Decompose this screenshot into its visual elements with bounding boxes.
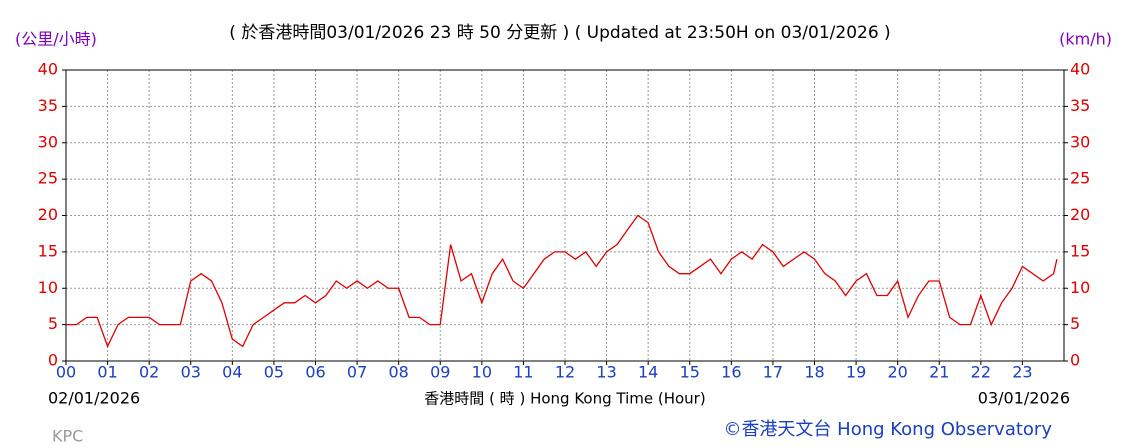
x-tick-label: 14 bbox=[638, 363, 658, 382]
x-tick-label: 12 bbox=[555, 363, 575, 382]
x-tick-label: 21 bbox=[929, 363, 949, 382]
x-tick-label: 06 bbox=[305, 363, 325, 382]
credit: ©香港天文台 Hong Kong Observatory bbox=[723, 419, 1052, 440]
wind-line bbox=[66, 214, 1058, 349]
y-tick-label: 0 bbox=[48, 351, 58, 370]
y-unit-left: (公里/小時) bbox=[15, 30, 97, 49]
y-tick-label-right: 5 bbox=[1070, 314, 1080, 333]
y-tick-label: 20 bbox=[38, 205, 58, 224]
x-tick-label: 07 bbox=[347, 363, 367, 382]
x-tick-label: 17 bbox=[763, 363, 783, 382]
x-tick-label: 09 bbox=[430, 363, 450, 382]
y-tick-label-right: 15 bbox=[1070, 241, 1090, 260]
end-date: 03/01/2026 bbox=[978, 389, 1070, 408]
y-tick-label-right: 30 bbox=[1070, 132, 1090, 151]
y-tick-label-right: 35 bbox=[1070, 96, 1090, 115]
y-tick-label-right: 20 bbox=[1070, 205, 1090, 224]
x-axis-label: 香港時間 ( 時 ) Hong Kong Time (Hour) bbox=[424, 390, 705, 408]
x-tick-label: 19 bbox=[846, 363, 866, 382]
x-tick-label: 23 bbox=[1012, 363, 1032, 382]
y-tick-label: 40 bbox=[38, 60, 58, 79]
x-tick-label: 00 bbox=[56, 363, 76, 382]
y-tick-label-right: 10 bbox=[1070, 278, 1090, 297]
y-tick-label-right: 25 bbox=[1070, 169, 1090, 188]
y-tick-label: 25 bbox=[38, 169, 58, 188]
x-tick-label: 10 bbox=[472, 363, 492, 382]
x-tick-label: 18 bbox=[804, 363, 824, 382]
x-tick-label: 04 bbox=[222, 363, 242, 382]
x-tick-label: 08 bbox=[388, 363, 408, 382]
chart-title: ( 於香港時間03/01/2026 23 時 50 分更新 ) ( Update… bbox=[229, 23, 890, 43]
station: KPC bbox=[52, 427, 83, 446]
y-unit-right: (km/h) bbox=[1059, 30, 1112, 49]
y-tick-label: 15 bbox=[38, 241, 58, 260]
start-date: 02/01/2026 bbox=[48, 389, 140, 408]
x-tick-label: 11 bbox=[513, 363, 533, 382]
x-tick-label: 16 bbox=[721, 363, 741, 382]
y-tick-label: 30 bbox=[38, 132, 58, 151]
y-tick-label-right: 0 bbox=[1070, 351, 1080, 370]
y-tick-label-right: 40 bbox=[1070, 60, 1090, 79]
plot-frame bbox=[65, 69, 1065, 362]
x-tick-label: 05 bbox=[264, 363, 284, 382]
x-tick-label: 13 bbox=[596, 363, 616, 382]
y-tick-label: 5 bbox=[48, 314, 58, 333]
x-tick-label: 15 bbox=[680, 363, 700, 382]
x-tick-label: 03 bbox=[181, 363, 201, 382]
x-tick-label: 20 bbox=[887, 363, 907, 382]
x-tick-label: 02 bbox=[139, 363, 159, 382]
x-tick-label: 22 bbox=[971, 363, 991, 382]
x-tick-label: 01 bbox=[97, 363, 117, 382]
y-tick-label: 35 bbox=[38, 96, 58, 115]
y-tick-label: 10 bbox=[38, 278, 58, 297]
